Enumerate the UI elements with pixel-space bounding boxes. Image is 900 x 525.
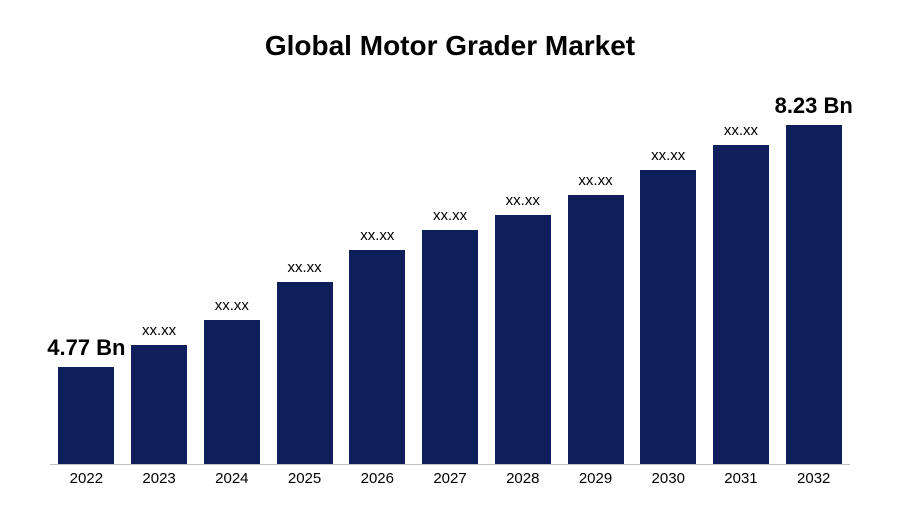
bar-value-label: xx.xx: [433, 207, 467, 224]
bar-value-label: xx.xx: [651, 147, 685, 164]
bar-2028: [495, 215, 551, 465]
bar-group: xx.xx: [632, 100, 705, 465]
bars-row: 4.77 Bn xx.xx xx.xx xx.xx xx.xx xx.xx: [50, 100, 850, 465]
bar-value-label: xx.xx: [142, 322, 176, 339]
bar-2029: [568, 195, 624, 465]
bar-value-label: xx.xx: [360, 227, 394, 244]
x-label: 2023: [123, 470, 196, 495]
bar-value-label: 4.77 Bn: [47, 335, 125, 361]
bar-group: xx.xx: [705, 100, 778, 465]
bar-group: xx.xx: [486, 100, 559, 465]
bar-2024: [204, 320, 260, 465]
bar-2030: [640, 170, 696, 465]
x-label: 2026: [341, 470, 414, 495]
bar-value-label: xx.xx: [506, 192, 540, 209]
x-label: 2029: [559, 470, 632, 495]
x-label: 2025: [268, 470, 341, 495]
x-label: 2022: [50, 470, 123, 495]
bar-value-label: xx.xx: [215, 297, 249, 314]
bar-2022: [58, 367, 114, 465]
bar-group: xx.xx: [414, 100, 487, 465]
bar-2031: [713, 145, 769, 465]
x-label: 2032: [777, 470, 850, 495]
bar-value-label: xx.xx: [724, 122, 758, 139]
bar-group: 8.23 Bn: [777, 100, 850, 465]
plot-area: 4.77 Bn xx.xx xx.xx xx.xx xx.xx xx.xx: [50, 100, 850, 465]
bar-value-label: xx.xx: [287, 259, 321, 276]
axis-baseline: [50, 464, 850, 465]
bar-2032: [786, 125, 842, 465]
bar-group: xx.xx: [559, 100, 632, 465]
bar-2027: [422, 230, 478, 465]
x-label: 2027: [414, 470, 487, 495]
bar-value-label: 8.23 Bn: [775, 93, 853, 119]
x-label: 2031: [705, 470, 778, 495]
x-label: 2028: [486, 470, 559, 495]
bar-2023: [131, 345, 187, 465]
x-label: 2024: [195, 470, 268, 495]
bar-group: xx.xx: [195, 100, 268, 465]
bar-group: xx.xx: [341, 100, 414, 465]
bar-2025: [277, 282, 333, 465]
bar-group: xx.xx: [268, 100, 341, 465]
x-label: 2030: [632, 470, 705, 495]
chart-container: Global Motor Grader Market 4.77 Bn xx.xx…: [0, 0, 900, 525]
chart-title: Global Motor Grader Market: [0, 30, 900, 62]
bar-group: xx.xx: [123, 100, 196, 465]
bar-2026: [349, 250, 405, 465]
x-axis-labels: 2022 2023 2024 2025 2026 2027 2028 2029 …: [50, 470, 850, 495]
bar-group: 4.77 Bn: [50, 100, 123, 465]
bar-value-label: xx.xx: [578, 172, 612, 189]
